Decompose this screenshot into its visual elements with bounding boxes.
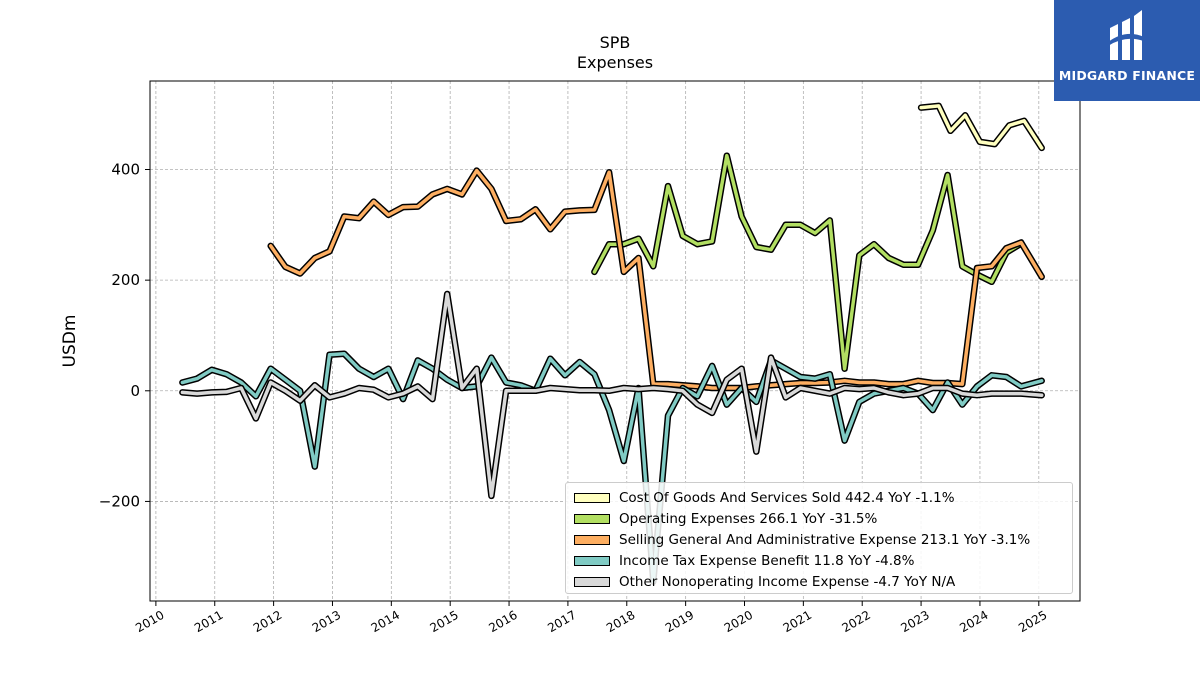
x-tick-label: 2022	[839, 608, 872, 635]
legend-label: Other Nonoperating Income Expense -4.7 Y…	[619, 574, 956, 591]
x-tick-label: 2025	[1016, 608, 1049, 635]
x-tick-label: 2011	[192, 608, 225, 635]
brand-logo: MIDGARD FINANCE	[1054, 0, 1200, 101]
x-tick-label: 2012	[251, 608, 284, 635]
x-tick-label: 2020	[722, 608, 755, 635]
x-tick-label: 2015	[427, 608, 460, 635]
x-tick-label: 2010	[133, 608, 166, 635]
legend-item: Selling General And Administrative Expen…	[566, 529, 1072, 550]
legend-item: Cost Of Goods And Services Sold 442.4 Yo…	[566, 487, 1072, 508]
legend-item: Income Tax Expense Benefit 11.8 YoY -4.8…	[566, 551, 1072, 572]
x-tick-label: 2023	[898, 608, 931, 635]
x-axis: 2010 2011 2012 2013 2014 2015 2016 2017 2018 2019…	[133, 601, 1050, 635]
legend-swatch	[574, 556, 610, 567]
x-tick-label: 2018	[604, 608, 637, 635]
legend-swatch	[574, 577, 610, 588]
legend-swatch	[574, 513, 610, 524]
legend-label: Income Tax Expense Benefit 11.8 YoY -4.8…	[619, 553, 915, 570]
y-tick-label: 0	[130, 382, 140, 400]
legend-swatch	[574, 492, 610, 503]
series-line-outline	[267, 167, 1045, 392]
legend-label: Cost Of Goods And Services Sold 442.4 Yo…	[619, 489, 955, 506]
x-tick-label: 2013	[310, 608, 343, 635]
series-line-stroke	[180, 292, 1044, 498]
series-lines	[179, 102, 1045, 585]
legend: Cost Of Goods And Services Sold 442.4 Yo…	[565, 482, 1073, 594]
plot-frame	[149, 80, 1081, 602]
y-axis: −200 0 200 400	[99, 161, 150, 510]
legend-label: Selling General And Administrative Expen…	[619, 531, 1031, 548]
y-tick-label: 200	[111, 271, 140, 289]
y-axis-label: USDm	[60, 315, 80, 368]
series-line-stroke	[592, 153, 1023, 371]
series-line	[917, 102, 1045, 152]
chart-title: SPB	[599, 33, 631, 52]
x-tick-label: 2014	[369, 608, 402, 635]
legend-label: Operating Expenses 266.1 YoY -31.5%	[619, 510, 878, 527]
chart-subtitle: Expenses	[576, 53, 654, 72]
legend-swatch	[574, 534, 610, 545]
series-line-stroke	[919, 104, 1044, 150]
y-tick-label: 400	[111, 161, 140, 179]
series-line	[591, 152, 1025, 372]
x-tick-label: 2016	[486, 608, 519, 635]
series-line	[179, 290, 1045, 500]
legend-item: Other Nonoperating Income Expense -4.7 Y…	[566, 572, 1072, 593]
x-tick-label: 2021	[781, 608, 814, 635]
x-tick-label: 2019	[663, 608, 696, 635]
x-tick-label: 2017	[545, 608, 578, 635]
logo-name: MIDGARD FINANCE	[1058, 68, 1196, 83]
y-tick-label: −200	[99, 492, 140, 510]
series-line	[267, 167, 1045, 392]
logo-mark-icon	[1108, 10, 1146, 60]
x-tick-label: 2024	[957, 608, 990, 635]
series-line-outline	[591, 152, 1025, 372]
series-line-stroke	[268, 168, 1044, 390]
legend-item: Operating Expenses 266.1 YoY -31.5%	[566, 508, 1072, 529]
